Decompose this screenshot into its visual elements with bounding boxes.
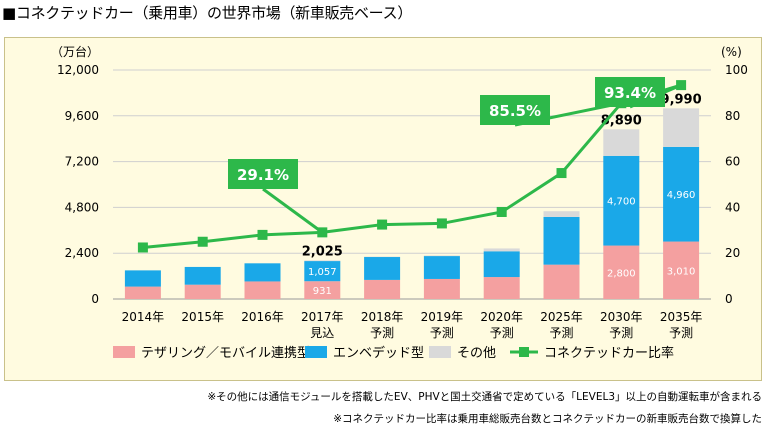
footnote-other: ※その他には通信モジュールを搭載したEV、PHVと国土交通省で定めている「LEV… bbox=[207, 391, 762, 403]
bar-tethering bbox=[364, 279, 401, 299]
bar-embedded bbox=[663, 146, 700, 242]
callout-label: 93.4% bbox=[604, 84, 656, 102]
x-tick-label: 予測 bbox=[609, 326, 633, 340]
callout-connector bbox=[262, 187, 324, 234]
x-tick-label: 2020年 bbox=[480, 310, 523, 324]
y-axis-label-right: (%) bbox=[721, 45, 742, 59]
ratio-marker bbox=[197, 236, 208, 247]
legend-swatch bbox=[519, 347, 529, 357]
bar-embedded bbox=[483, 251, 520, 278]
data-label-tethering: 931 bbox=[313, 286, 332, 297]
bar-other bbox=[304, 260, 341, 262]
legend-label: その他 bbox=[457, 346, 496, 361]
data-label-tethering: 2,800 bbox=[607, 268, 636, 279]
bar-embedded bbox=[304, 261, 341, 282]
chart-title: ■コネクテッドカー（乗用車）の世界市場（新車販売ベース） bbox=[2, 4, 413, 22]
legend-label: コネクテッドカー比率 bbox=[544, 345, 674, 361]
callout-box bbox=[228, 159, 298, 189]
x-tick-label: 2014年 bbox=[122, 310, 165, 324]
ratio-marker bbox=[556, 168, 567, 179]
bar-embedded bbox=[184, 266, 221, 285]
x-tick-label: 2018年 bbox=[361, 310, 404, 324]
ratio-marker bbox=[137, 242, 148, 253]
y-tick-left: 2,400 bbox=[65, 246, 99, 260]
y-tick-right: 80 bbox=[725, 109, 740, 123]
x-tick-label: 予測 bbox=[490, 326, 514, 340]
y-tick-left: 4,800 bbox=[65, 200, 99, 214]
legend-swatch bbox=[429, 346, 451, 358]
bar-tethering bbox=[603, 245, 640, 299]
x-tick-label: 予測 bbox=[669, 326, 693, 340]
y-tick-left: 7,200 bbox=[65, 155, 99, 169]
data-label-embedded: 4,700 bbox=[607, 197, 636, 208]
callout-box bbox=[480, 95, 550, 125]
legend-swatch bbox=[305, 346, 327, 358]
y-tick-right: 20 bbox=[725, 246, 740, 260]
legend-label: テザリング／モバイル連携型 bbox=[141, 345, 310, 361]
y-tick-right: 40 bbox=[725, 200, 740, 214]
bar-embedded bbox=[603, 155, 640, 246]
data-label-embedded: 1,057 bbox=[308, 267, 337, 278]
bar-tethering bbox=[304, 281, 341, 299]
x-tick-label: 2035年 bbox=[660, 310, 703, 324]
bar-other bbox=[543, 211, 580, 217]
footnote-ratio: ※コネクテッドカー比率は乗用車総販売台数とコネクテッドカーの新車販売台数で換算し… bbox=[333, 413, 762, 425]
x-tick-label: 予測 bbox=[430, 326, 454, 340]
bar-tethering bbox=[244, 281, 281, 299]
bar-tethering bbox=[184, 284, 221, 299]
y-tick-right: 100 bbox=[725, 63, 748, 77]
data-label-embedded: 4,960 bbox=[667, 190, 696, 201]
legend-label: エンベデッド型 bbox=[333, 345, 424, 361]
x-tick-label: 2015年 bbox=[181, 310, 224, 324]
data-label-total: 2,025 bbox=[302, 244, 343, 259]
callout-label: 29.1% bbox=[237, 166, 289, 184]
bar-other bbox=[663, 108, 700, 147]
y-tick-left: 12,000 bbox=[57, 63, 99, 77]
x-tick-label: 見込 bbox=[310, 326, 334, 340]
bar-other bbox=[603, 129, 640, 156]
x-tick-label: 2030年 bbox=[600, 310, 643, 324]
ratio-marker bbox=[436, 218, 447, 229]
bar-tethering bbox=[663, 241, 700, 299]
chart-svg: 0 2,400 4,800 7,200 9,600 12,000 0 20 40 60 80 100 （… bbox=[51, 44, 748, 361]
x-tick-label: 2019年 bbox=[421, 310, 464, 324]
chart-area: 0 2,400 4,800 7,200 9,600 12,000 0 20 40 60 80 100 （… bbox=[4, 37, 762, 381]
y-tick-right: 60 bbox=[725, 155, 740, 169]
x-tick-label: 予測 bbox=[549, 326, 573, 340]
callout-label: 85.5% bbox=[489, 102, 541, 120]
y-axis-label-left: （万台） bbox=[51, 44, 99, 59]
bar-embedded bbox=[124, 270, 161, 287]
x-tick-label: 予測 bbox=[370, 326, 394, 340]
bar-embedded bbox=[423, 256, 460, 279]
y-tick-left: 9,600 bbox=[65, 109, 99, 123]
bar-embedded bbox=[543, 216, 580, 265]
bar-tethering bbox=[423, 278, 460, 299]
y-tick-right: 0 bbox=[725, 292, 733, 306]
x-tick-label: 2016年 bbox=[241, 310, 284, 324]
bar-other bbox=[483, 248, 520, 252]
data-label-total: 9,990 bbox=[661, 92, 702, 107]
ratio-marker bbox=[257, 229, 268, 240]
bar-other bbox=[423, 255, 460, 257]
bar-embedded bbox=[244, 263, 281, 282]
callout-box bbox=[595, 77, 665, 107]
ratio-marker bbox=[377, 219, 388, 230]
x-tick-label: 2025年 bbox=[540, 310, 583, 324]
y-tick-left: 0 bbox=[91, 292, 99, 306]
ratio-line bbox=[142, 83, 682, 249]
ratio-marker bbox=[496, 206, 507, 217]
x-tick-label: 2017年 bbox=[301, 310, 344, 324]
bar-embedded bbox=[364, 257, 401, 280]
legend-swatch bbox=[113, 346, 135, 358]
bar-tethering bbox=[543, 264, 580, 299]
bar-tethering bbox=[483, 277, 520, 299]
data-label-tethering: 3,010 bbox=[667, 266, 696, 277]
bar-tethering bbox=[124, 286, 161, 299]
